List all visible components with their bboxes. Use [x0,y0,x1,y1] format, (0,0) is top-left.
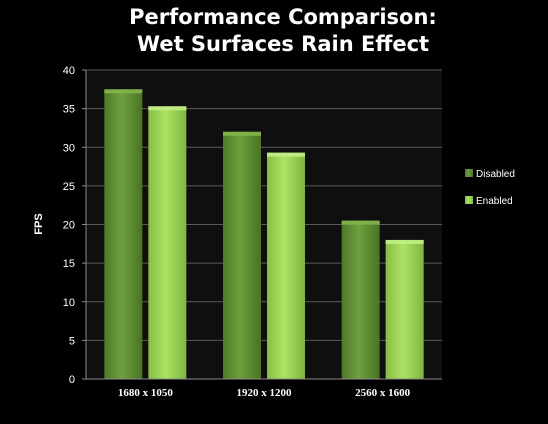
bar-disabled-2 [341,220,380,379]
legend-label-disabled: Disabled [476,169,515,180]
y-tick-label: 35 [63,104,75,116]
bar-enabled-0 [148,106,187,380]
bar-enabled-2 [385,239,424,379]
bar-disabled-0 [104,89,143,379]
x-category-label: 2560 x 1600 [355,387,411,399]
y-tick-label: 25 [63,181,75,193]
bar-cap-disabled-0 [104,89,143,94]
legend-swatch-disabled [465,169,473,177]
bar-enabled-1 [267,152,305,379]
legend: Disabled Enabled [465,169,515,207]
bar-cap-enabled-1 [267,152,305,157]
legend-swatch-enabled [465,196,473,204]
y-tick-label: 15 [63,258,75,270]
y-axis-title: FPS [33,213,45,234]
y-tick-label: 5 [69,335,75,347]
legend-label-enabled: Enabled [476,196,513,207]
x-category-label: 1920 x 1200 [237,387,293,399]
gridlines [86,69,442,341]
chart-title-line-1: Performance Comparison: [129,5,437,29]
bar-disabled-1 [223,131,261,379]
bar-cap-enabled-0 [148,106,187,111]
y-tick-label: 30 [63,142,75,154]
y-tick-label: 40 [63,65,75,77]
x-category-label: 1680 x 1050 [118,387,174,399]
chart-title-line-2: Wet Surfaces Rain Effect [137,32,429,56]
bar-cap-disabled-1 [223,131,261,136]
y-tick-label: 10 [63,297,75,309]
y-tick-label: 0 [69,374,75,386]
bars [104,89,424,380]
y-axis-tick-labels: 0 5 10 15 20 25 30 35 40 [63,65,86,386]
bar-cap-disabled-2 [341,220,380,225]
bar-cap-enabled-2 [385,239,424,244]
y-tick-label: 20 [63,220,75,232]
x-axis-category-labels: 1680 x 1050 1920 x 1200 2560 x 1600 [118,387,411,399]
